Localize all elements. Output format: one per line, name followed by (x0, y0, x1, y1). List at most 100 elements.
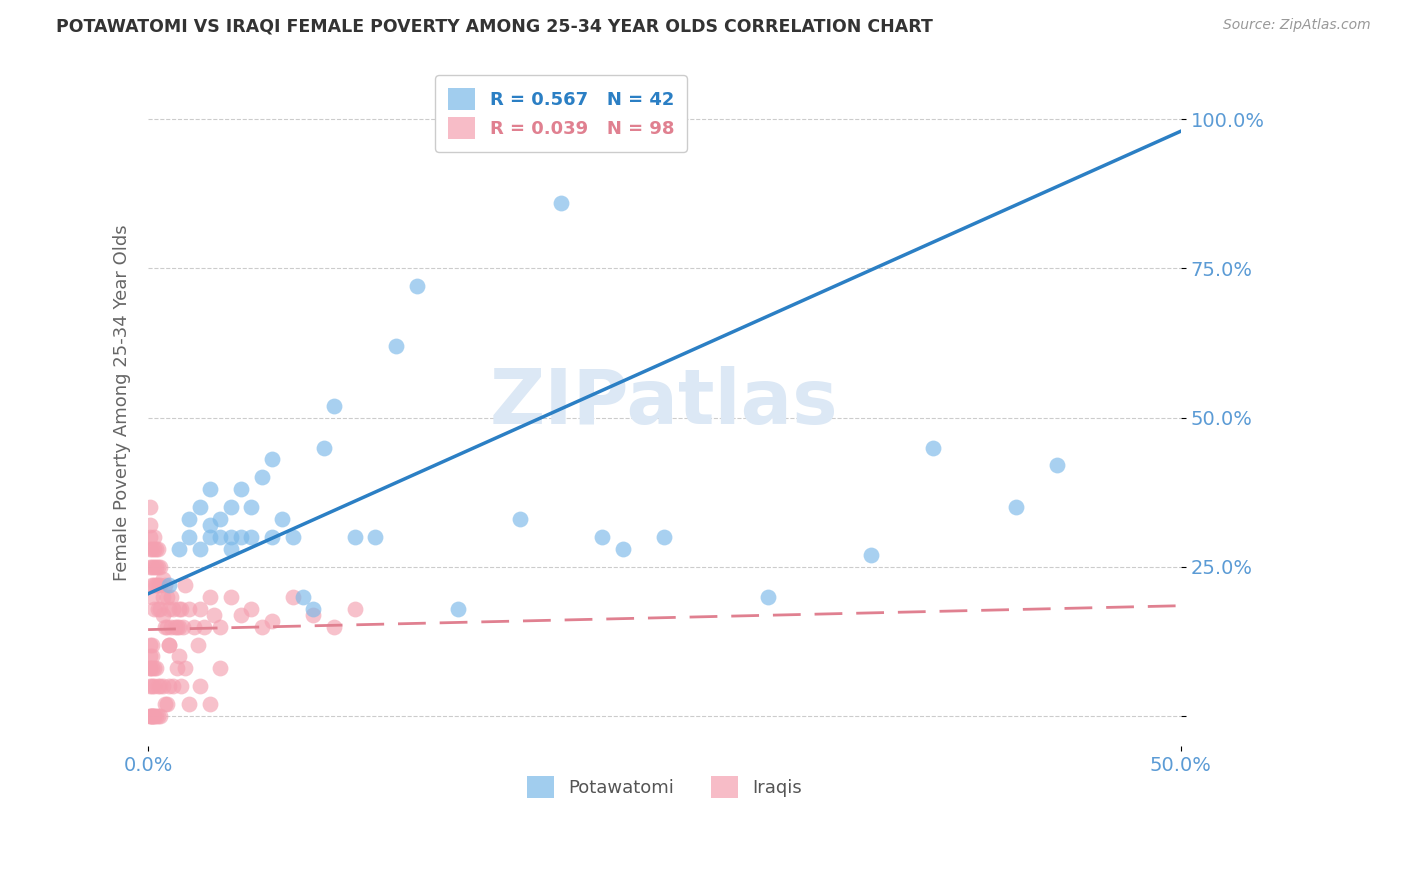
Point (312, 441, 335, 455)
Point (163, 619, 186, 633)
Point (167, 541, 190, 556)
Point (141, 560, 163, 574)
Point (240, 601, 263, 615)
Legend: Potawatomi, Iraqis: Potawatomi, Iraqis (520, 769, 808, 805)
Text: Source: ZipAtlas.com: Source: ZipAtlas.com (1223, 18, 1371, 32)
Point (550, 195, 572, 210)
Point (509, 512, 531, 526)
Point (139, 679, 162, 693)
Point (157, 638, 180, 652)
Point (281, 590, 304, 604)
Point (166, 661, 188, 675)
Point (198, 483, 221, 497)
Point (149, 709, 172, 723)
Point (149, 679, 172, 693)
Point (139, 709, 162, 723)
Point (156, 697, 179, 711)
Point (198, 590, 221, 604)
Point (139, 638, 162, 652)
Point (240, 500, 263, 515)
Point (364, 530, 387, 544)
Point (153, 697, 176, 711)
Point (229, 530, 252, 544)
Point (141, 590, 163, 604)
Point (209, 661, 232, 675)
Point (143, 541, 166, 556)
Point (1046, 458, 1069, 473)
Point (271, 512, 294, 526)
Point (162, 601, 184, 615)
Point (139, 530, 162, 544)
Point (139, 518, 162, 533)
Point (141, 661, 163, 675)
Text: ZIPatlas: ZIPatlas (491, 366, 839, 440)
Point (1004, 500, 1026, 515)
Point (187, 638, 209, 652)
Point (148, 578, 170, 592)
Point (157, 601, 180, 615)
Point (139, 661, 162, 675)
Point (148, 560, 170, 574)
Point (152, 590, 174, 604)
Point (149, 601, 172, 615)
Point (143, 661, 166, 675)
Point (159, 619, 181, 633)
Point (323, 619, 346, 633)
Point (141, 541, 163, 556)
Point (343, 530, 366, 544)
Point (145, 560, 167, 574)
Point (156, 590, 179, 604)
Point (291, 590, 314, 604)
Point (143, 709, 166, 723)
Point (260, 614, 283, 628)
Point (143, 530, 166, 544)
Point (143, 560, 166, 574)
Point (250, 470, 273, 484)
Point (139, 560, 162, 574)
Point (139, 709, 162, 723)
Point (141, 709, 163, 723)
Point (447, 601, 470, 615)
Point (188, 500, 211, 515)
Point (153, 578, 176, 592)
Point (240, 530, 263, 544)
Point (141, 638, 163, 652)
Point (139, 661, 162, 675)
Point (162, 679, 184, 693)
Point (167, 619, 190, 633)
Point (219, 541, 242, 556)
Point (143, 709, 166, 723)
Point (149, 578, 172, 592)
Point (143, 601, 166, 615)
Point (229, 483, 252, 497)
Point (859, 548, 882, 562)
Y-axis label: Female Poverty Among 25-34 Year Olds: Female Poverty Among 25-34 Year Olds (114, 225, 131, 581)
Point (198, 697, 221, 711)
Point (148, 601, 170, 615)
Point (141, 679, 163, 693)
Point (174, 578, 197, 592)
Point (174, 661, 197, 675)
Point (170, 679, 193, 693)
Point (323, 399, 346, 413)
Point (172, 619, 194, 633)
Point (209, 512, 232, 526)
Point (149, 560, 172, 574)
Text: POTAWATOMI VS IRAQI FEMALE POVERTY AMONG 25-34 YEAR OLDS CORRELATION CHART: POTAWATOMI VS IRAQI FEMALE POVERTY AMONG… (56, 18, 934, 36)
Point (250, 619, 273, 633)
Point (219, 530, 242, 544)
Point (152, 572, 174, 586)
Point (654, 530, 676, 544)
Point (153, 619, 176, 633)
Point (148, 679, 170, 693)
Point (156, 619, 179, 633)
Point (193, 619, 215, 633)
Point (202, 607, 225, 622)
Point (143, 679, 166, 693)
Point (188, 679, 211, 693)
Point (343, 601, 366, 615)
Point (183, 619, 205, 633)
Point (188, 601, 211, 615)
Point (209, 619, 232, 633)
Point (152, 607, 174, 622)
